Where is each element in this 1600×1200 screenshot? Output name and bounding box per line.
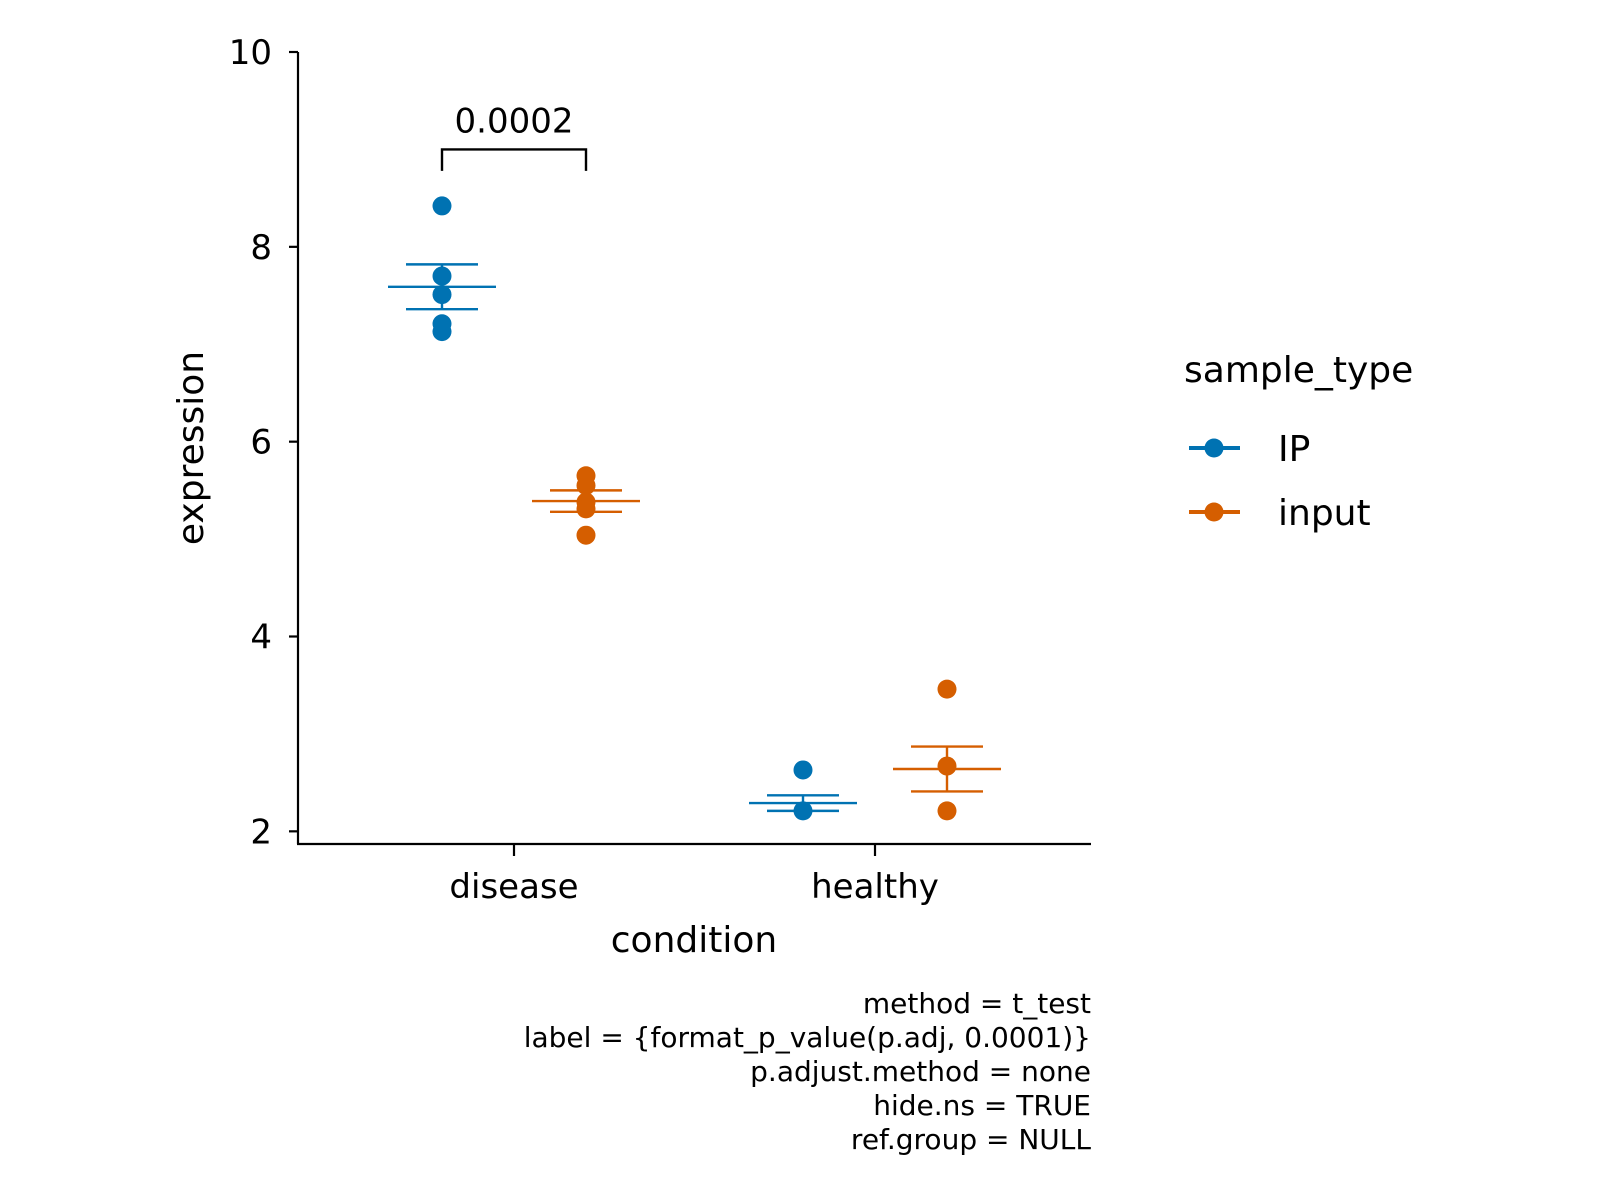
data-point-IP-disease <box>432 285 452 305</box>
data-point-input-healthy <box>937 679 957 699</box>
data-point-IP-disease <box>432 266 452 286</box>
legend-item-input: input <box>1189 493 1371 534</box>
x-axis-ticks: disease healthy <box>449 844 939 907</box>
data-point-input-disease <box>576 499 596 519</box>
data-point-IP-healthy <box>793 801 813 821</box>
legend: sample_type IP input <box>1184 350 1413 534</box>
x-tick-label: healthy <box>811 867 939 907</box>
legend-key-point <box>1204 502 1224 522</box>
legend-item-IP: IP <box>1189 429 1310 470</box>
p-value-label: 0.0002 <box>455 101 574 141</box>
legend-label: IP <box>1278 429 1310 470</box>
x-tick-label: disease <box>449 867 578 907</box>
legend-label: input <box>1278 493 1371 534</box>
legend-entries: IP input <box>1189 429 1371 534</box>
data-point-IP-disease <box>432 322 452 342</box>
y-axis-title: expression <box>171 351 212 545</box>
significance-bracket: 0.0002 <box>440 101 588 171</box>
caption-line: ref.group = NULL <box>851 1123 1091 1156</box>
caption-line: label = {format_p_value(p.adj, 0.0001)} <box>524 1021 1091 1054</box>
caption-line: p.adjust.method = none <box>750 1055 1091 1088</box>
data-point-input-healthy <box>937 801 957 821</box>
y-tick-label: 8 <box>250 228 272 268</box>
data-point-IP-healthy <box>793 760 813 780</box>
x-axis-title: condition <box>611 920 777 961</box>
y-tick-label: 6 <box>250 423 272 463</box>
caption-line: hide.ns = TRUE <box>873 1089 1091 1122</box>
data-point-input-disease <box>576 476 596 496</box>
legend-key-point <box>1204 438 1224 458</box>
y-tick-label: 2 <box>250 812 272 852</box>
data-point-input-healthy <box>937 756 957 776</box>
y-tick-label: 10 <box>229 33 272 73</box>
y-axis-ticks: 2 4 6 8 10 <box>229 33 298 852</box>
y-tick-label: 4 <box>250 618 272 658</box>
data-point-IP-disease <box>432 196 452 216</box>
summary-layer <box>388 263 1001 813</box>
points-layer <box>432 196 957 821</box>
caption-line: method = t_test <box>863 987 1091 1020</box>
legend-title: sample_type <box>1184 350 1413 391</box>
data-point-input-disease <box>576 525 596 545</box>
bracket-line <box>440 148 588 171</box>
annotation-layer: 0.0002 <box>440 101 588 171</box>
